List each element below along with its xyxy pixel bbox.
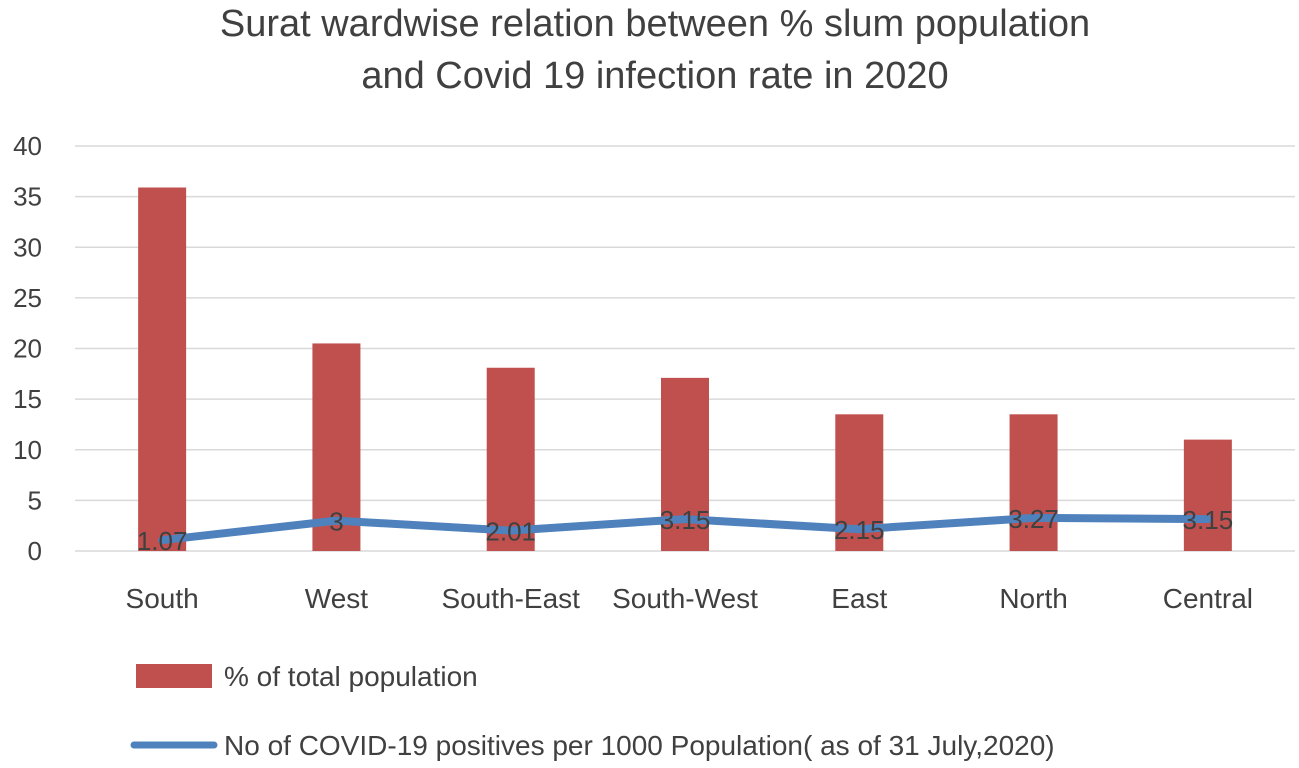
data-label-south-west: 3.15 [660,505,711,535]
bar-series [138,187,1232,551]
bar-south [138,187,187,551]
data-labels: 1.07 3 2.01 3.15 2.15 3.27 3.15 [137,504,1233,556]
legend-label-bar: % of total population [224,661,478,692]
y-tick-label: 10 [13,435,42,465]
chart-title-line-1: Surat wardwise relation between % slum p… [220,3,1090,45]
y-tick-label: 0 [28,536,42,566]
category-label-south-west: South-West [612,583,758,614]
category-label-north: North [999,583,1067,614]
legend: % of total population No of COVID-19 pos… [130,661,1055,761]
y-tick-label: 30 [13,232,42,262]
gridlines [75,145,1295,552]
bar-central [1183,439,1232,551]
data-label-west: 3 [329,507,343,537]
bar-west [312,343,361,551]
bar-north [1009,414,1058,551]
y-tick-label: 25 [13,283,42,313]
category-label-south-east: South-East [441,583,580,614]
line-series [158,513,1212,545]
y-tick-label: 35 [13,182,42,212]
covid-rate-line [158,513,1212,545]
data-label-central: 3.15 [1183,505,1234,535]
y-tick-label: 15 [13,384,42,414]
y-tick-label: 40 [13,131,42,161]
legend-swatch-bar [136,664,212,688]
data-label-north: 3.27 [1008,504,1059,534]
data-label-east: 2.15 [834,515,885,545]
y-tick-label: 5 [28,485,42,515]
bar-south-east [486,367,535,551]
data-label-south-east: 2.01 [485,517,536,547]
data-label-south: 1.07 [137,526,188,556]
category-label-south: South [126,583,199,614]
category-label-east: East [831,583,887,614]
x-axis-categories: South West South-East South-West East North Ce… [126,583,1253,614]
chart-title-line-2: and Covid 19 infection rate in 2020 [361,55,948,97]
legend-label-line: No of COVID-19 positives per 1000 Popula… [224,730,1055,761]
y-tick-label: 20 [13,334,42,364]
category-label-west: West [305,583,368,614]
category-label-central: Central [1163,583,1253,614]
chart-title: Surat wardwise relation between % slum p… [220,3,1090,97]
y-axis-ticks: 0 5 10 15 20 25 30 35 40 [13,131,42,566]
